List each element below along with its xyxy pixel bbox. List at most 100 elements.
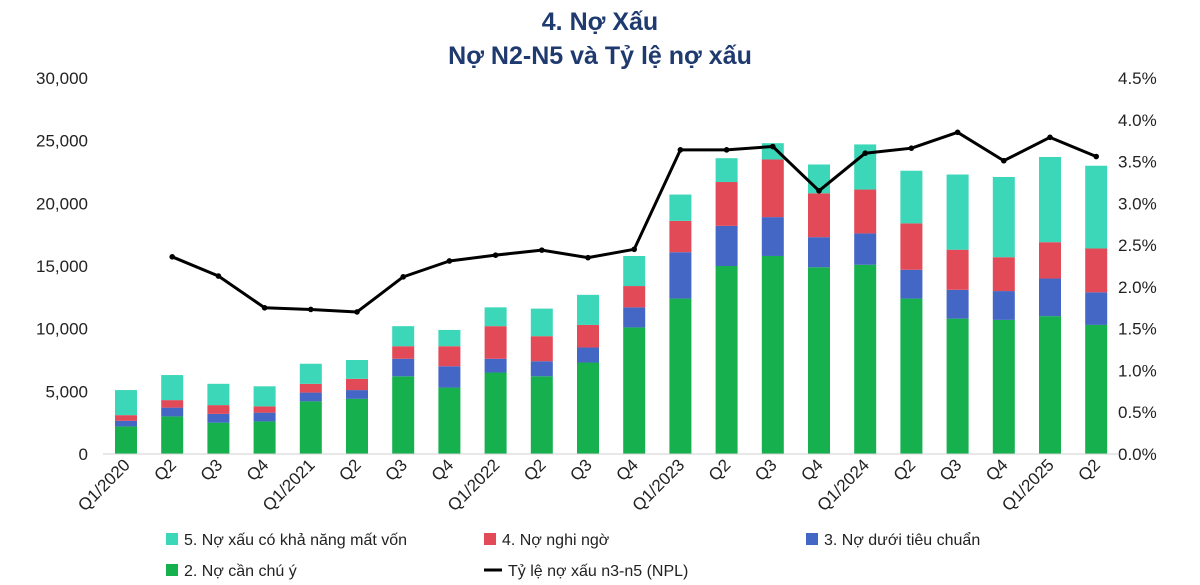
- bar-segment: [253, 386, 276, 407]
- x-tick-label: Q1/2020: [74, 455, 134, 515]
- bar-segment: [669, 220, 692, 253]
- bar-segment: [161, 400, 184, 408]
- npl-point: [215, 273, 222, 279]
- x-tick-label: Q2: [335, 455, 364, 484]
- bar-segment: [992, 177, 1015, 258]
- x-tick-label: Q4: [797, 455, 826, 484]
- y2-tick-label: 1.5%: [1118, 320, 1157, 339]
- bar-segment: [715, 158, 738, 183]
- npl-point: [400, 274, 407, 280]
- y2-tick-label: 0.5%: [1118, 403, 1157, 422]
- x-tick-label: Q1/2025: [998, 455, 1058, 515]
- npl-point: [446, 258, 453, 264]
- x-tick-label: Q3: [566, 455, 595, 484]
- legend-swatch: [484, 533, 496, 545]
- bar-segment: [530, 376, 553, 454]
- bar-segment: [761, 255, 784, 454]
- y-axis-right: 0.0% 0.5% 1.0% 1.5% 2.0% 2.5% 3.0% 3.5% 4.0% 4.5%: [1118, 69, 1157, 464]
- bar-segment: [438, 346, 461, 367]
- bar-segment: [392, 326, 415, 347]
- bar-segment: [669, 252, 692, 299]
- y2-tick-label: 2.5%: [1118, 236, 1157, 255]
- y2-tick-label: 4.5%: [1118, 69, 1157, 88]
- bar-segment: [438, 366, 461, 388]
- bar-segment: [530, 336, 553, 362]
- bar-segment: [207, 405, 230, 414]
- y-tick-label: 25,000: [36, 132, 88, 151]
- npl-point: [261, 304, 268, 311]
- bar-segment: [715, 266, 738, 454]
- bar-segment: [900, 269, 923, 299]
- x-tick-label: Q2: [705, 455, 734, 484]
- bar-segment: [392, 358, 415, 377]
- bar-segment: [346, 378, 368, 391]
- chart-title: 4. Nợ Xấu: [542, 8, 658, 36]
- bar-segment: [253, 421, 276, 454]
- bar-segment: [346, 398, 368, 454]
- bar-segment: [854, 189, 877, 234]
- bar-segment: [900, 170, 923, 224]
- y2-tick-label: 0.0%: [1118, 445, 1157, 464]
- bar-segment: [484, 372, 507, 454]
- y-tick-label: 10,000: [36, 320, 88, 339]
- legend-swatch: [806, 533, 818, 545]
- bar-segment: [946, 174, 969, 250]
- bar-segment: [161, 407, 184, 417]
- npl-point: [908, 145, 915, 151]
- bar-segment: [1039, 156, 1061, 243]
- bar-segment: [530, 361, 553, 377]
- y2-tick-label: 4.0%: [1118, 111, 1157, 130]
- bar-segment: [207, 422, 230, 454]
- bar-segment: [115, 415, 137, 421]
- npl-point: [169, 254, 175, 260]
- bar-segment: [992, 291, 1015, 320]
- y-tick-label: 30,000: [36, 69, 88, 88]
- legend-label: Tỷ lệ nợ xấu n3-n5 (NPL): [508, 563, 688, 580]
- bar-segment: [715, 225, 738, 266]
- bar-segment: [623, 286, 646, 308]
- bar-segment: [946, 289, 969, 319]
- bar-segment: [577, 324, 599, 348]
- bar-segment: [530, 308, 553, 337]
- y2-tick-label: 1.0%: [1118, 361, 1157, 380]
- bar-segment: [577, 347, 599, 363]
- y-tick-label: 5,000: [45, 382, 88, 401]
- bar-segment: [207, 383, 230, 406]
- legend-label: 3. Nợ dưới tiêu chuẩn: [824, 531, 980, 549]
- bar-segment: [484, 307, 507, 327]
- y-tick-label: 20,000: [36, 194, 88, 213]
- x-tick-label: Q2: [151, 455, 180, 484]
- legend-label: 2. Nợ cần chú ý: [184, 563, 297, 580]
- bar-segment: [392, 346, 415, 359]
- npl-point: [816, 188, 822, 194]
- npl-point: [1047, 134, 1053, 141]
- npl-point: [539, 247, 545, 253]
- bar-segment: [115, 390, 137, 416]
- bar-segment: [161, 416, 184, 454]
- bar-segment: [299, 392, 322, 402]
- npl-line-series: [169, 129, 1099, 315]
- y-axis-left: 0 5,000 10,000 15,000 20,000 25,000 30,000: [36, 69, 88, 464]
- bar-segment: [115, 426, 137, 454]
- npl-point: [954, 129, 961, 136]
- npl-point: [492, 252, 499, 258]
- x-tick-label: Q2: [890, 455, 919, 484]
- bar-segment: [346, 390, 368, 399]
- bar-segment: [900, 223, 923, 270]
- legend-label: 5. Nợ xấu có khả năng mất vốn: [184, 532, 407, 549]
- bar-segment: [623, 255, 646, 287]
- y-tick-label: 0: [79, 445, 88, 464]
- bar-segment: [1085, 248, 1108, 293]
- x-tick-label: Q1/2022: [444, 455, 504, 515]
- bar-segment: [992, 319, 1015, 454]
- bar-segment: [484, 358, 507, 373]
- x-tick-label: Q3: [382, 455, 411, 484]
- y2-tick-label: 2.0%: [1118, 278, 1157, 297]
- bar-segment: [1039, 316, 1061, 454]
- x-tick-label: Q4: [243, 455, 272, 484]
- bar-segment: [438, 329, 461, 347]
- bar-segment: [669, 298, 692, 454]
- bar-segment: [808, 237, 830, 268]
